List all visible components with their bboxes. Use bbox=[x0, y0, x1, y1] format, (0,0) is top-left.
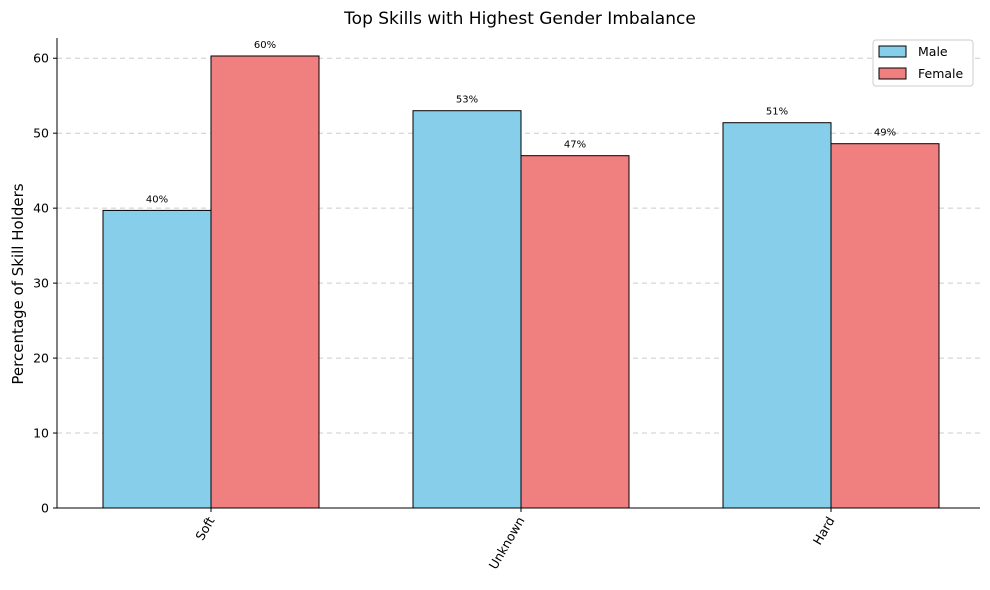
y-tick-label: 60 bbox=[33, 51, 49, 66]
legend-swatch-female bbox=[878, 67, 907, 80]
bar-female-unknown bbox=[520, 155, 630, 509]
x-tick-label: Unknown bbox=[486, 514, 528, 572]
y-tick-label: 50 bbox=[33, 126, 49, 141]
y-tick-label: 10 bbox=[33, 426, 49, 441]
y-tick-label: 30 bbox=[33, 276, 49, 291]
y-tick-label: 0 bbox=[41, 501, 49, 516]
bar-female-hard bbox=[830, 143, 940, 509]
data-label: 47% bbox=[564, 140, 586, 151]
bar-male-soft bbox=[102, 209, 212, 509]
chart-title: Top Skills with Highest Gender Imbalance bbox=[343, 9, 696, 29]
y-axis-label: Percentage of Skill Holders bbox=[9, 183, 27, 384]
x-tick-label: Soft bbox=[192, 514, 217, 543]
legend-swatch-male bbox=[878, 45, 907, 58]
x-tick-label: Hard bbox=[810, 514, 838, 547]
y-tick-label: 20 bbox=[33, 351, 49, 366]
data-label: 53% bbox=[456, 95, 478, 106]
data-labels: 40% 60% 53% 47% 51% 49% bbox=[146, 40, 896, 205]
bar-female-soft bbox=[210, 55, 320, 509]
bar-male-hard bbox=[722, 122, 832, 509]
legend-label-male: Male bbox=[918, 44, 948, 59]
legend-label-female: Female bbox=[918, 66, 964, 81]
data-label: 40% bbox=[146, 194, 168, 205]
data-label: 49% bbox=[874, 128, 896, 139]
legend: Male Female bbox=[872, 39, 974, 87]
bars bbox=[102, 55, 940, 509]
data-label: 51% bbox=[766, 107, 788, 118]
bar-male-unknown bbox=[412, 110, 522, 509]
data-label: 60% bbox=[254, 40, 276, 51]
y-tick-label: 40 bbox=[33, 201, 49, 216]
